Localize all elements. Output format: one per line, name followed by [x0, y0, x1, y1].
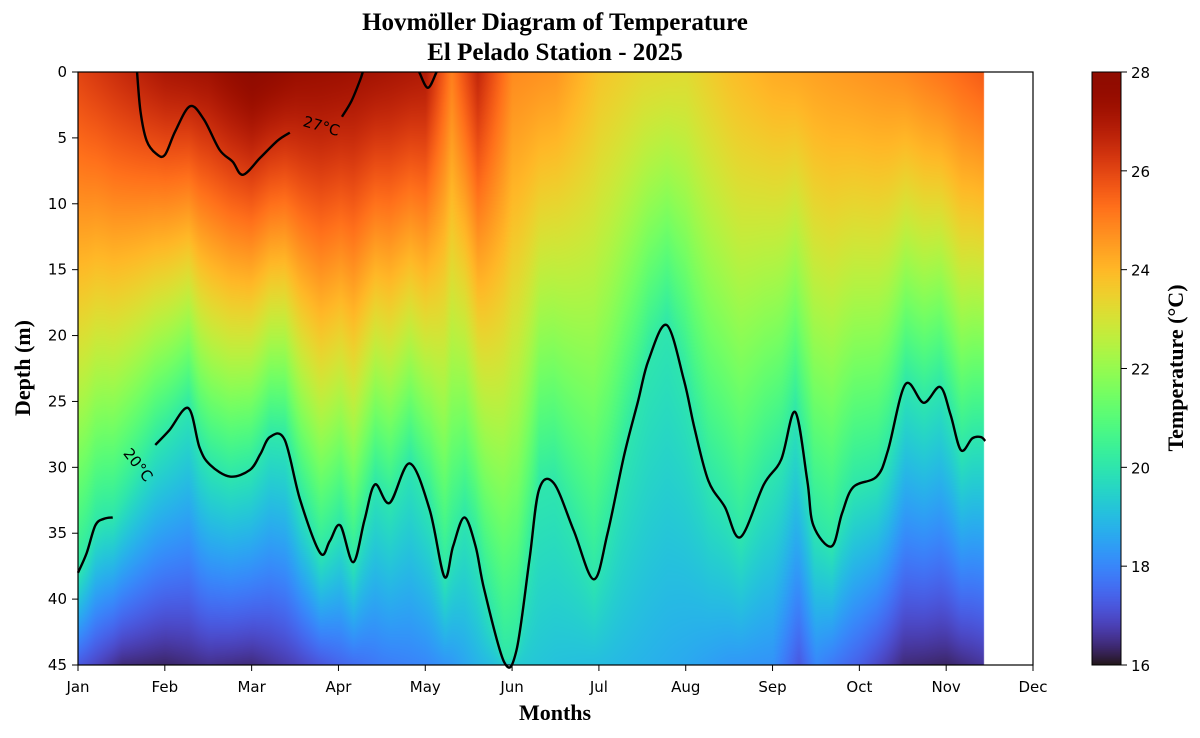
chart-subtitle: El Pelado Station - 2025	[427, 39, 683, 66]
y-tick-label: 20	[48, 327, 67, 345]
plot-frame	[77, 71, 1034, 666]
x-axis-label: Months	[519, 700, 592, 725]
x-tick-label: Jul	[589, 678, 608, 696]
contour-lines	[76, 71, 987, 669]
axis-ticks: Jan Feb Mar Apr May Jun Jul Aug Sep Oct Nov Dec 0 5 10…	[48, 63, 1150, 696]
contour-27	[418, 71, 438, 90]
contour-20	[154, 323, 987, 669]
x-tick-label: May	[410, 678, 441, 696]
x-tick-label: Aug	[671, 678, 700, 696]
contour-label-20: 20°C	[119, 445, 156, 485]
colorbar-tick-label: 22	[1131, 361, 1150, 379]
colorbar-tick-label: 16	[1131, 657, 1150, 675]
y-tick-label: 45	[48, 656, 67, 674]
y-tick-label: 15	[48, 261, 67, 279]
y-tick-label: 5	[57, 129, 67, 147]
y-tick-label: 10	[48, 195, 67, 213]
contour-27	[135, 71, 291, 176]
colorbar-frame	[1091, 71, 1122, 666]
contour-label-27: 27°C	[301, 112, 342, 140]
contour-20	[76, 516, 113, 574]
x-tick-label: Nov	[932, 678, 961, 696]
y-tick-label: 30	[48, 458, 67, 476]
colorbar-tick-label: 26	[1131, 163, 1150, 181]
y-tick-label: 35	[48, 524, 67, 542]
x-tick-label: Apr	[325, 678, 352, 696]
x-tick-label: Jan	[65, 678, 89, 696]
y-tick-label: 0	[57, 63, 67, 81]
y-axis-label: Depth (m)	[10, 320, 35, 416]
colorbar-tick-label: 28	[1131, 64, 1150, 82]
colorbar-gradient	[1092, 72, 1121, 665]
x-tick-label: Jun	[499, 678, 523, 696]
y-tick-label: 40	[48, 590, 67, 608]
x-tick-label: Mar	[237, 678, 266, 696]
x-tick-label: Sep	[758, 678, 786, 696]
colorbar-tick-label: 18	[1131, 558, 1150, 576]
chart-title: Hovmöller Diagram of Temperature	[362, 9, 748, 36]
colorbar-label: Temperature (°C)	[1163, 284, 1188, 451]
x-tick-label: Dec	[1018, 678, 1047, 696]
contour-27	[340, 71, 364, 118]
colorbar-tick-label: 24	[1131, 262, 1150, 280]
x-tick-label: Feb	[152, 678, 179, 696]
x-tick-label: Oct	[846, 678, 872, 696]
colorbar-tick-label: 20	[1131, 459, 1150, 477]
y-tick-label: 25	[48, 392, 67, 410]
